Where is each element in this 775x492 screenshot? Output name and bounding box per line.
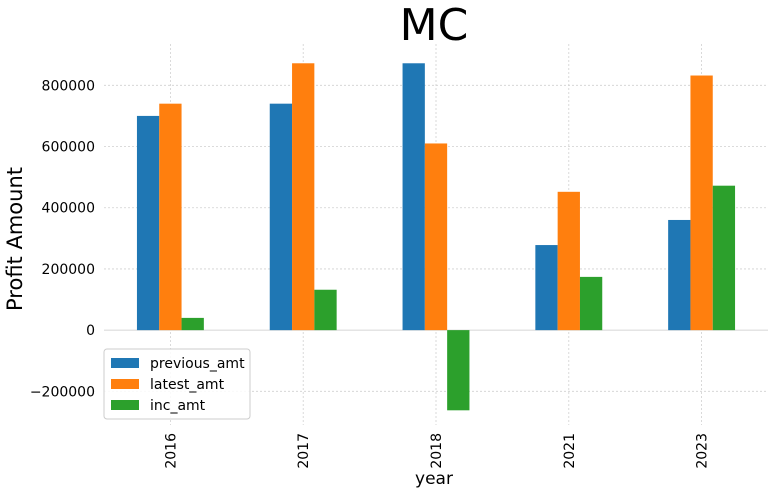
bar-latest-amt-2018 <box>424 143 448 331</box>
y-tick-label: 0 <box>86 323 95 339</box>
bar-latest-amt-2021 <box>557 191 580 331</box>
chart-title: MC <box>400 0 469 51</box>
bar-latest-amt-2017 <box>292 63 315 331</box>
legend-label: previous_amt <box>150 356 245 372</box>
bar-previous-amt-2023 <box>668 219 691 331</box>
x-tick-label: 2017 <box>296 433 312 469</box>
legend-swatch <box>111 358 139 368</box>
y-tick-label: 600000 <box>42 140 95 156</box>
bar-previous-amt-2018 <box>402 63 425 331</box>
bar-inc-amt-2016 <box>181 317 204 331</box>
bar-inc-amt-2018 <box>447 330 470 411</box>
bar-inc-amt-2021 <box>579 276 603 331</box>
legend-swatch <box>111 400 139 410</box>
bar-inc-amt-2017 <box>314 289 337 331</box>
y-tick-label: 200000 <box>42 262 95 278</box>
y-tick-label: 400000 <box>42 201 95 217</box>
bar-inc-amt-2023 <box>712 185 736 331</box>
bar-latest-amt-2023 <box>690 75 713 331</box>
x-tick-labels: 2016 2017 2018 2021 2023 <box>163 433 710 469</box>
x-tick-label: 2023 <box>695 433 711 469</box>
x-tick-label: 2018 <box>429 433 445 469</box>
x-tick-label: 2021 <box>562 433 578 469</box>
x-axis-label: year <box>415 469 453 489</box>
y-tick-label: −200000 <box>30 384 95 400</box>
bar-previous-amt-2017 <box>269 103 293 331</box>
legend-frame <box>103 348 251 420</box>
legend-label: inc_amt <box>150 398 206 414</box>
y-tick-labels: −200000 0 200000 400000 600000 800000 <box>30 78 95 400</box>
x-tick-label: 2016 <box>163 433 179 469</box>
bars <box>136 63 736 411</box>
bar-previous-amt-2016 <box>136 115 160 331</box>
legend-swatch <box>111 379 139 389</box>
bar-previous-amt-2021 <box>535 245 558 331</box>
y-axis-label: Profit Amount <box>3 167 27 311</box>
legend-label: latest_amt <box>150 377 225 393</box>
bar-latest-amt-2016 <box>159 103 182 331</box>
y-tick-label: 800000 <box>42 78 95 94</box>
legend: previous_amt latest_amt inc_amt <box>103 348 251 420</box>
